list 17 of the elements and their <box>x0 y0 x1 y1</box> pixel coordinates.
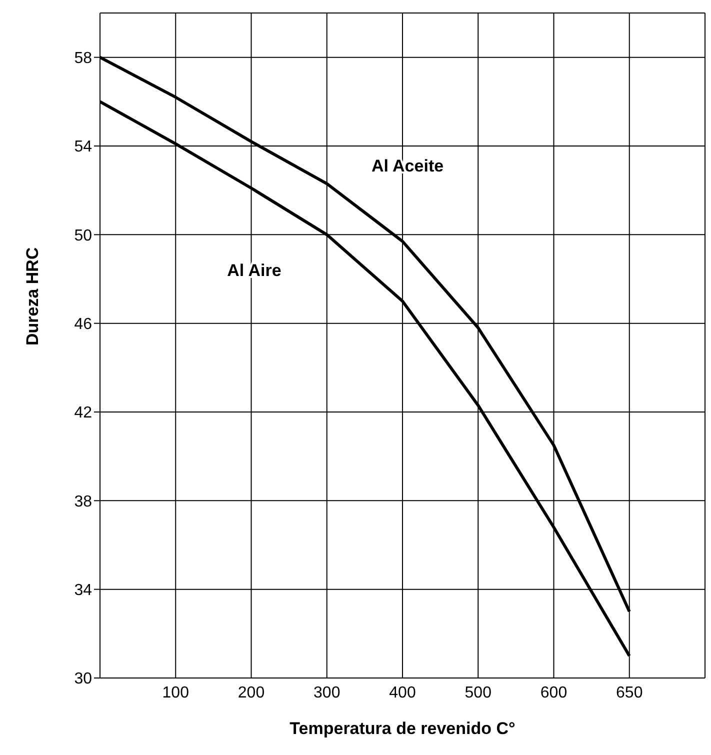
y-tick-label: 50 <box>74 227 92 244</box>
y-tick-label: 42 <box>74 404 92 422</box>
y-tick-label: 54 <box>74 138 92 156</box>
x-axis-title: Temperatura de revenido C° <box>290 719 516 738</box>
y-tick-label: 38 <box>74 493 92 510</box>
x-tick-label: 600 <box>540 684 568 702</box>
x-tick-label: 200 <box>238 684 265 702</box>
y-tick-label: 58 <box>74 50 92 68</box>
x-tick-label: 500 <box>464 684 492 702</box>
x-tick-label: 100 <box>162 684 190 702</box>
x-tick-label: 300 <box>314 684 340 702</box>
y-axis-title: Dureza HRC <box>23 247 42 346</box>
y-tick-label: 34 <box>74 582 92 600</box>
x-tick-label: 650 <box>616 684 643 702</box>
y-tick-label: 46 <box>74 316 92 334</box>
y-tick-label: 30 <box>74 670 92 688</box>
x-tick-label: 400 <box>389 684 416 702</box>
